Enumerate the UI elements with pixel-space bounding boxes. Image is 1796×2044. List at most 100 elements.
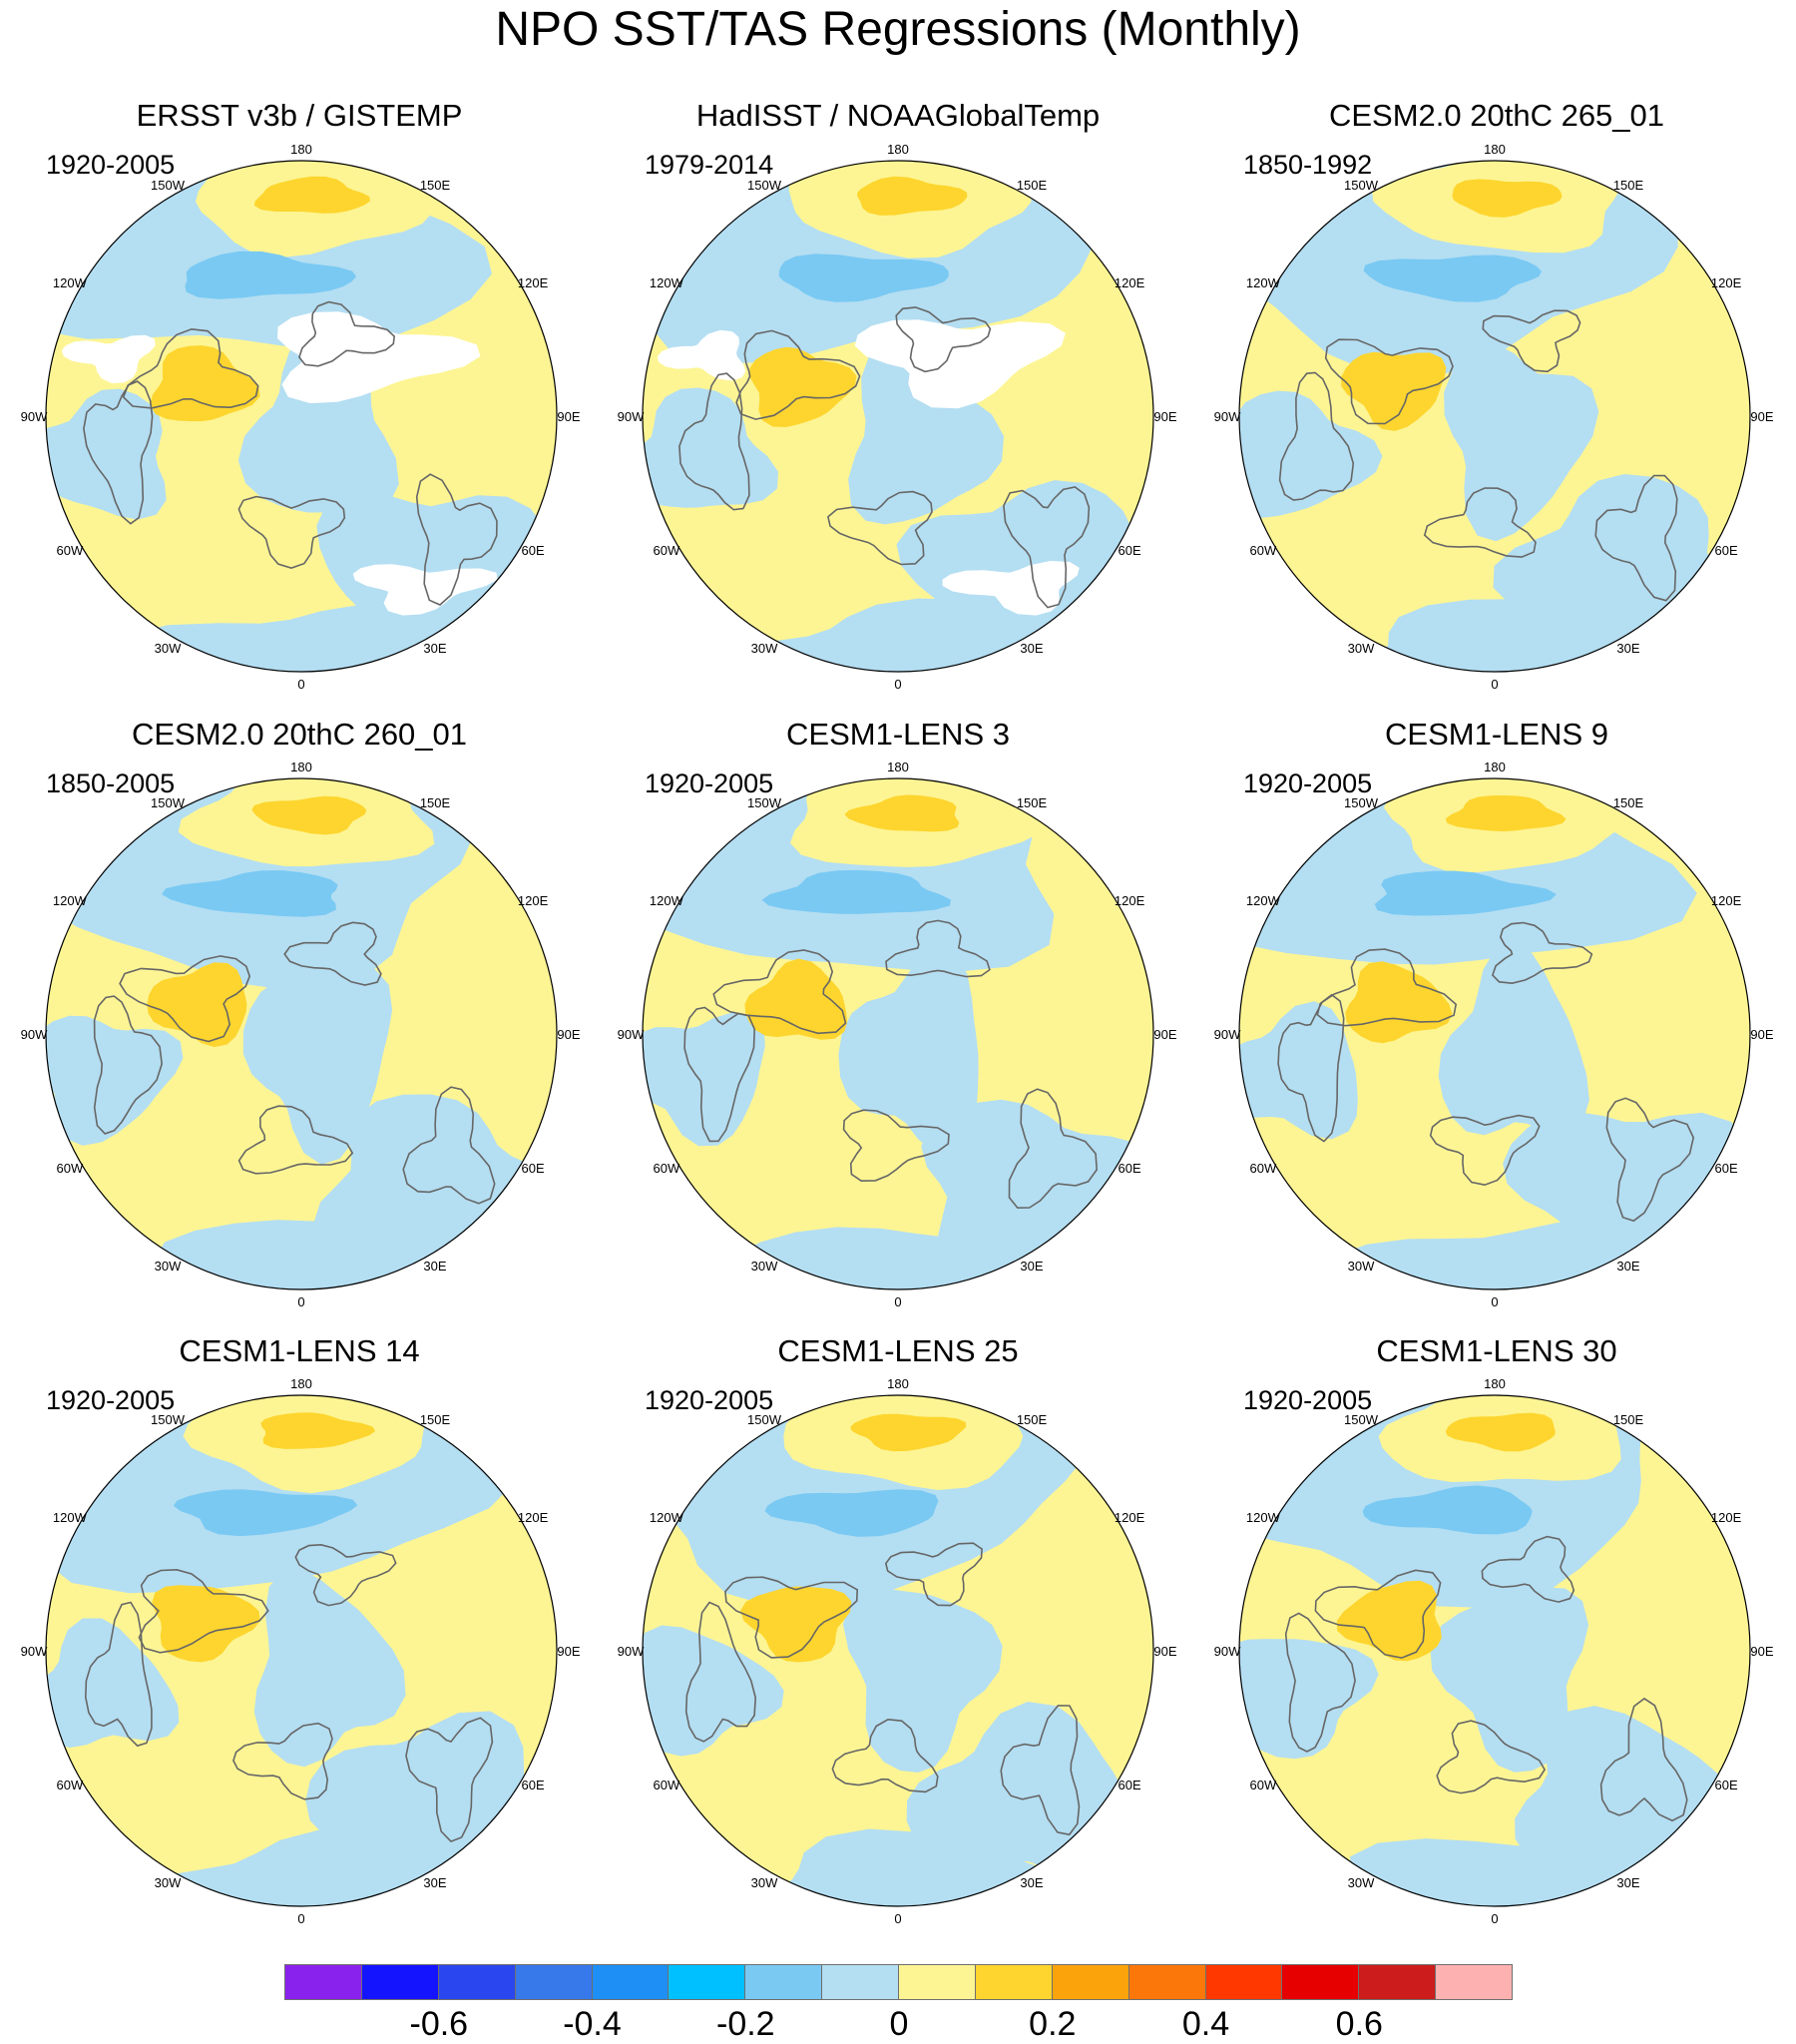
field-neg-arctic [1430,1587,1589,1773]
longitude-label: 180 [887,760,909,774]
longitude-label: 120E [1115,275,1145,290]
field-pos-core [1445,1412,1556,1452]
longitude-label: 150E [1613,1412,1644,1427]
longitude-label: 150W [1344,1412,1379,1427]
colorbar-box [360,1964,439,2000]
longitude-label: 30E [1020,641,1043,656]
longitude-label: 150E [1017,1412,1048,1427]
missing-data [352,564,498,616]
longitude-label: 120W [53,275,88,290]
coastline [237,1105,354,1175]
colorbar-tick-label: 0.4 [1181,2005,1230,2043]
field-neg-arctic [838,947,979,1155]
polar-map-5: 180 150E 120E 90E 60E 30E 0 30W 60W 90W 120W 150W [618,760,1177,1309]
field-pos-canada [147,962,247,1048]
colorbar [284,1964,1513,2000]
longitude-label: 60W [654,1778,680,1792]
field-pos-canada [1341,351,1447,431]
longitude-label: 60W [1250,1161,1277,1176]
longitude-label: 0 [894,1294,901,1309]
field-pos-core [844,794,960,832]
field-neg-west [643,387,778,508]
longitude-label: 90E [1750,1644,1773,1659]
longitude-label: 120E [518,893,549,908]
map-outline [642,777,1154,1290]
coastline [884,1542,983,1607]
longitude-label: 150E [420,795,451,810]
longitude-label: 180 [1484,760,1506,774]
panel-title: CESM1-LENS 3 [786,717,1010,752]
maps-svg: 180150E120E90E60E30E030W60W90W120W150W18… [21,142,1774,1926]
coastline [402,1086,496,1205]
colorbar-tick-label: 0.6 [1335,2005,1383,2043]
field-neg-west [643,1625,784,1757]
coastline [1316,948,1458,1027]
longitude-label: 0 [894,1911,901,1926]
longitude-label: 120W [53,1510,88,1525]
map-outline [642,160,1154,673]
longitude-label: 120E [1115,893,1145,908]
panel-period: 1920-2005 [645,1385,774,1415]
longitude-label: 30W [155,1875,182,1890]
longitude-label: 120E [1711,893,1742,908]
colorbar-box [1204,1964,1283,2000]
polar-map-7: 180 150E 120E 90E 60E 30E 0 30W 60W 90W 120W 150W [21,1376,581,1926]
field-neg-west [1239,1001,1358,1140]
colorbar-box [898,1964,976,2000]
longitude-label: 30W [751,1259,778,1274]
field-neg-south [123,1828,490,1906]
colorbar-tick-label: -0.4 [563,2005,622,2043]
field-neg-npacific [643,778,1055,973]
map-outline [45,777,558,1290]
coastline [84,1601,153,1748]
colorbar-box [437,1964,516,2000]
coastline [1605,1097,1695,1223]
field-neg-arctic [848,336,1005,525]
panel-title: CESM1-LENS 9 [1385,717,1608,752]
longitude-label: 30W [1348,641,1375,656]
coastline [1482,309,1581,373]
longitude-label: 150E [420,178,451,193]
colorbar-tick-label: -0.2 [716,2005,775,2043]
panel-period: 1920-2005 [46,150,176,180]
field-pos-canada [150,345,260,422]
panel-title: CESM2.0 20thC 260_01 [131,717,468,752]
field-pos-core [251,795,367,835]
panel-period: 1920-2005 [1243,1385,1373,1415]
field-neg-south [1319,599,1727,672]
longitude-label: 90W [1214,1027,1241,1042]
coastline [1423,487,1537,558]
field-neg-south [1350,1838,1734,1906]
field-pos-canada [749,346,857,427]
map-panels: 180 150E 120E 90E 60E 30E 0 30W 60W 90W 120W 150W 18… [21,98,1774,1926]
longitude-label: 180 [290,142,312,157]
coastline [1003,486,1091,609]
field-neg-arctic [1444,345,1599,542]
colorbar-box [821,1964,899,2000]
polar-map-2: 180 150E 120E 90E 60E 30E 0 30W 60W 90W 120W 150W [618,142,1177,692]
colorbar-box [1358,1964,1437,2000]
longitude-label: 90E [1750,409,1773,424]
map-outline [1238,160,1751,673]
longitude-label: 30E [1616,1875,1639,1890]
field-neg-core [761,869,951,914]
longitude-label: 0 [297,1294,304,1309]
colorbar-box [974,1964,1053,2000]
longitude-label: 90E [1153,1027,1176,1042]
coastline [1278,371,1355,501]
longitude-label: 180 [290,760,312,774]
panel-period: 1920-2005 [46,1385,176,1415]
coastline [232,1722,333,1800]
coastline [735,329,861,420]
colorbar-tick-label: 0.2 [1029,2005,1077,2043]
longitude-label: 120W [1246,275,1281,290]
field-neg-core [173,1489,358,1537]
longitude-label: 150W [747,795,782,810]
longitude-label: 150W [151,795,186,810]
coastline [724,1576,859,1659]
longitude-label: 60E [522,543,545,558]
coastline [1277,993,1345,1143]
panel-period: 1850-1992 [1243,150,1373,180]
longitude-label: 150W [151,178,186,193]
longitude-label: 60E [522,1161,545,1176]
